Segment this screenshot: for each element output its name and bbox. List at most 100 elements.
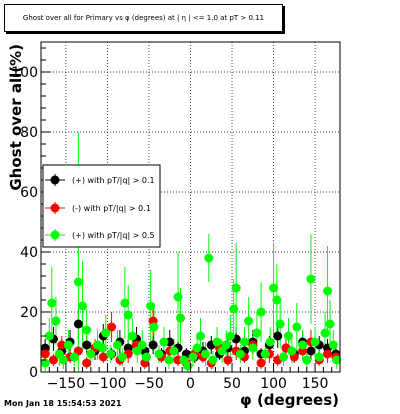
- data-point: [63, 340, 73, 350]
- data-point: [48, 355, 58, 365]
- data-point: [252, 328, 262, 338]
- data-point: [146, 301, 156, 311]
- data-point: [279, 352, 289, 362]
- data-point: [265, 337, 275, 347]
- y-tick-label: 80: [20, 125, 38, 141]
- data-point: [86, 349, 96, 359]
- data-point: [306, 346, 316, 356]
- y-tick-label: 0: [29, 365, 38, 381]
- data-point: [195, 331, 205, 341]
- x-tick-label: 50: [223, 376, 241, 392]
- data-point: [169, 346, 179, 356]
- legend: (+) with pT/|q| > 0.1 (-) with pT/|q| > 0…: [42, 164, 161, 248]
- data-point: [229, 304, 239, 314]
- data-point: [292, 322, 302, 332]
- data-point: [244, 316, 254, 326]
- data-point: [47, 298, 57, 308]
- data-point: [40, 349, 50, 359]
- data-point: [58, 355, 68, 365]
- data-point: [132, 346, 142, 356]
- data-point: [148, 340, 158, 350]
- data-point: [107, 322, 117, 332]
- data-point: [212, 337, 222, 347]
- legend-box: [42, 164, 161, 248]
- data-point: [328, 340, 338, 350]
- legend-label: (-) with pT/|q| > 0.1: [72, 204, 151, 213]
- x-tick-label: −150: [47, 376, 85, 392]
- data-point: [159, 337, 169, 347]
- data-point: [325, 319, 335, 329]
- data-point: [117, 352, 127, 362]
- data-point: [200, 349, 210, 359]
- legend-marker: [50, 175, 60, 185]
- data-point: [273, 331, 283, 341]
- data-point: [256, 307, 266, 317]
- data-point: [176, 313, 186, 323]
- legend-label: (+) with pT/|q| > 0.1: [72, 176, 155, 185]
- data-point: [97, 343, 107, 353]
- data-point: [188, 352, 198, 362]
- data-point: [112, 340, 122, 350]
- data-point: [183, 361, 193, 371]
- data-point: [154, 349, 164, 359]
- data-point: [127, 331, 137, 341]
- x-tick-label: 100: [260, 376, 287, 392]
- data-point: [173, 292, 183, 302]
- data-point: [260, 349, 270, 359]
- data-point: [164, 355, 174, 365]
- data-point: [269, 283, 279, 293]
- chart-title: Ghost over all for Primary vs φ (degrees…: [4, 4, 283, 32]
- data-point: [40, 358, 50, 368]
- data-point: [78, 301, 88, 311]
- data-point: [82, 325, 92, 335]
- data-point: [120, 298, 130, 308]
- data-point: [208, 355, 218, 365]
- data-point: [106, 349, 116, 359]
- data-point: [248, 343, 258, 353]
- y-axis-title: Ghost over all(%): [7, 44, 25, 191]
- data-point: [101, 328, 111, 338]
- timestamp: Mon Jan 18 15:54:53 2021: [4, 399, 122, 408]
- data-point: [314, 352, 324, 362]
- data-point: [310, 337, 320, 347]
- data-point: [225, 331, 235, 341]
- data-point: [323, 286, 333, 296]
- legend-label: (+) with pT/|q| > 0.5: [72, 231, 155, 240]
- legend-marker: [50, 230, 60, 240]
- data-point: [298, 340, 308, 350]
- data-point: [231, 283, 241, 293]
- data-point: [239, 337, 249, 347]
- x-tick-label: −50: [134, 376, 164, 392]
- data-point: [82, 358, 92, 368]
- data-point: [235, 349, 245, 359]
- x-tick-label: 150: [302, 376, 329, 392]
- data-point: [69, 352, 79, 362]
- y-tick-label: 40: [20, 245, 38, 261]
- data-point: [284, 331, 294, 341]
- legend-marker: [50, 203, 60, 213]
- data-point: [256, 358, 266, 368]
- data-point: [141, 352, 151, 362]
- data-point: [320, 328, 330, 338]
- data-point: [82, 340, 92, 350]
- data-point: [223, 355, 233, 365]
- y-tick-label: 100: [11, 65, 38, 81]
- data-point: [275, 319, 285, 329]
- data-point: [192, 343, 202, 353]
- data-point: [302, 355, 312, 365]
- data-point: [323, 349, 333, 359]
- data-point: [51, 316, 61, 326]
- tick-label-layer: −150 −100 −50 0 50 100 150 0 20 40 60 80 100: [11, 65, 328, 392]
- data-point: [306, 274, 316, 284]
- x-axis-title: φ (degrees): [240, 391, 339, 409]
- marker-layer: [40, 253, 342, 371]
- data-point: [332, 355, 342, 365]
- data-point: [221, 340, 231, 350]
- data-point: [73, 277, 83, 287]
- x-tick-label: −100: [88, 376, 126, 392]
- data-point: [57, 340, 67, 350]
- data-point: [287, 346, 297, 356]
- data-point: [149, 322, 159, 332]
- data-point: [123, 310, 133, 320]
